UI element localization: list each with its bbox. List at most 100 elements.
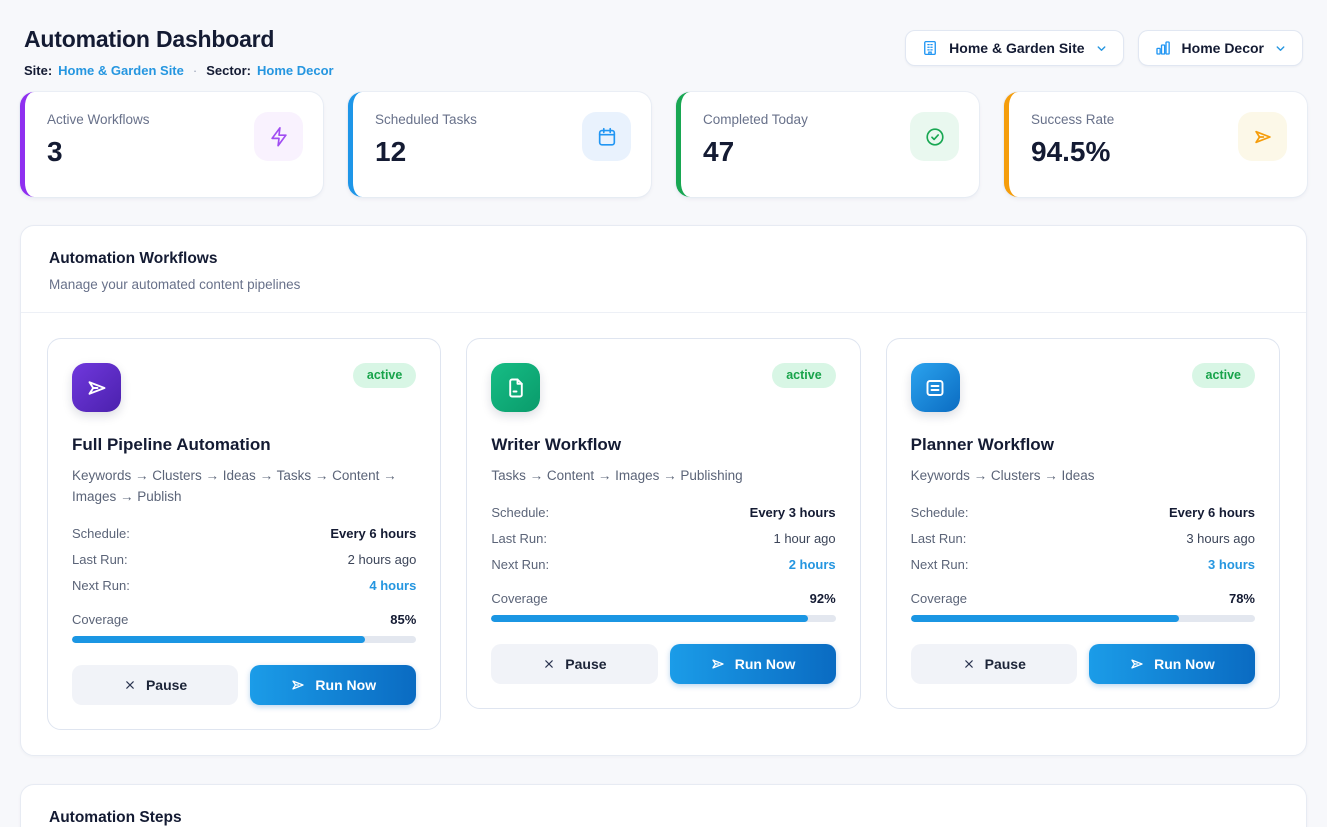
workflow-card-top: active <box>72 363 417 412</box>
run-now-label: Run Now <box>734 655 796 672</box>
last-run-row: Last Run: 1 hour ago <box>491 531 835 546</box>
run-now-label: Run Now <box>315 676 377 693</box>
site-link[interactable]: Home & Garden Site <box>58 63 184 78</box>
run-now-label: Run Now <box>1154 655 1215 672</box>
header-actions: Home & Garden Site Home Decor <box>905 30 1303 66</box>
automation-steps-panel: Automation Steps Configure which steps a… <box>20 783 1307 827</box>
stat-card-completed-today: Completed Today 47 <box>676 92 979 197</box>
schedule-label: Schedule: <box>910 504 969 520</box>
next-run-row: Next Run: 4 hours <box>72 578 416 593</box>
pause-button[interactable]: Pause <box>491 643 658 684</box>
sector-dropdown-label: Home Decor <box>1181 40 1264 56</box>
workflow-card-top: active <box>491 363 836 412</box>
page-title: Automation Dashboard <box>24 26 275 52</box>
list-icon <box>910 363 960 412</box>
site-dropdown[interactable]: Home & Garden Site <box>905 30 1124 66</box>
schedule-row: Schedule: Every 6 hours <box>72 526 416 541</box>
last-run-value: 1 hour ago <box>773 530 836 546</box>
sector-dropdown[interactable]: Home Decor <box>1137 30 1303 66</box>
coverage-progress-track <box>491 614 836 622</box>
workflow-card-top: active <box>910 363 1255 412</box>
next-run-value: 4 hours <box>369 577 417 593</box>
send-icon <box>290 677 306 693</box>
stat-value: 47 <box>703 136 735 167</box>
run-now-button[interactable]: Run Now <box>669 643 836 684</box>
schedule-value: Every 3 hours <box>749 504 836 520</box>
status-badge: active <box>1191 363 1255 388</box>
steps-title: Automation Steps <box>49 808 182 826</box>
lightning-icon <box>254 112 303 161</box>
next-run-row: Next Run: 3 hours <box>911 557 1255 572</box>
stat-text: Completed Today 47 <box>703 112 808 197</box>
workflow-actions: Pause Run Now <box>491 643 836 684</box>
breadcrumb: Site: Home & Garden Site · Sector: Home … <box>24 63 334 78</box>
next-run-value: 3 hours <box>1208 556 1255 572</box>
bar-chart-icon <box>1154 39 1172 57</box>
schedule-value: Every 6 hours <box>330 525 417 541</box>
stat-label: Completed Today <box>703 112 808 127</box>
next-run-value: 2 hours <box>788 556 836 572</box>
stat-card-success-rate: Success Rate 94.5% <box>1004 92 1307 197</box>
last-run-value: 2 hours ago <box>347 551 417 567</box>
pause-label: Pause <box>565 655 607 672</box>
workflows-title: Automation Workflows <box>49 250 218 267</box>
stat-text: Scheduled Tasks 12 <box>375 112 477 197</box>
run-now-button[interactable]: Run Now <box>250 664 417 705</box>
pause-button[interactable]: Pause <box>72 664 239 705</box>
workflow-card-planner: active Planner Workflow Keywords → Clust… <box>885 338 1280 709</box>
stat-value: 94.5% <box>1031 136 1111 167</box>
last-run-row: Last Run: 3 hours ago <box>911 531 1255 546</box>
send-icon <box>72 363 121 412</box>
status-badge: active <box>772 363 836 388</box>
send-icon <box>1129 656 1145 672</box>
stat-label: Success Rate <box>1031 112 1115 127</box>
stat-card-active-workflows: Active Workflows 3 <box>20 92 323 197</box>
stat-card-scheduled-tasks: Scheduled Tasks 12 <box>348 92 651 197</box>
last-run-label: Last Run: <box>72 551 128 567</box>
calendar-icon <box>582 112 631 161</box>
pause-label: Pause <box>145 676 188 693</box>
close-icon <box>962 657 976 671</box>
send-icon <box>710 656 726 672</box>
coverage-progress-fill <box>910 614 1180 622</box>
building-icon <box>921 39 939 57</box>
last-run-row: Last Run: 2 hours ago <box>72 552 416 567</box>
coverage-row: Coverage 85% <box>72 612 416 627</box>
workflow-name: Full Pipeline Automation <box>72 435 271 454</box>
coverage-row: Coverage 92% <box>491 591 835 606</box>
coverage-progress-fill <box>491 614 809 622</box>
stat-label: Active Workflows <box>47 112 150 127</box>
coverage-progress-fill <box>72 635 365 643</box>
workflow-name: Planner Workflow <box>910 435 1054 454</box>
pause-button[interactable]: Pause <box>910 643 1077 684</box>
chevron-down-icon <box>1095 42 1108 55</box>
workflows-subtitle: Manage your automated content pipelines <box>49 277 301 292</box>
schedule-value: Every 6 hours <box>1169 504 1255 520</box>
workflow-actions: Pause Run Now <box>72 664 417 705</box>
coverage-label: Coverage <box>491 590 548 606</box>
workflow-card-writer: active Writer Workflow Tasks → Content →… <box>466 338 861 709</box>
schedule-label: Schedule: <box>491 504 550 520</box>
coverage-label: Coverage <box>72 611 129 627</box>
separator-dot: · <box>192 63 198 78</box>
schedule-row: Schedule: Every 6 hours <box>911 505 1255 520</box>
run-now-button[interactable]: Run Now <box>1088 643 1255 684</box>
last-run-label: Last Run: <box>491 530 547 546</box>
workflows-panel-header: Automation Workflows Manage your automat… <box>21 226 1306 313</box>
workflow-pipeline: Keywords → Clusters → Ideas → Tasks → Co… <box>72 468 397 504</box>
next-run-row: Next Run: 2 hours <box>491 557 835 572</box>
site-dropdown-label: Home & Garden Site <box>949 40 1085 56</box>
coverage-row: Coverage 78% <box>911 591 1255 606</box>
coverage-progress-track <box>72 635 417 643</box>
coverage-value: 78% <box>1228 590 1255 606</box>
page-header: Automation Dashboard Site: Home & Garden… <box>20 18 1307 78</box>
last-run-label: Last Run: <box>910 530 967 546</box>
stat-value: 3 <box>47 136 63 167</box>
coverage-value: 92% <box>809 590 836 606</box>
automation-workflows-panel: Automation Workflows Manage your automat… <box>20 225 1307 756</box>
status-badge: active <box>352 363 417 388</box>
next-run-label: Next Run: <box>72 577 130 593</box>
send-icon <box>1238 112 1287 161</box>
sector-link[interactable]: Home Decor <box>257 63 334 78</box>
